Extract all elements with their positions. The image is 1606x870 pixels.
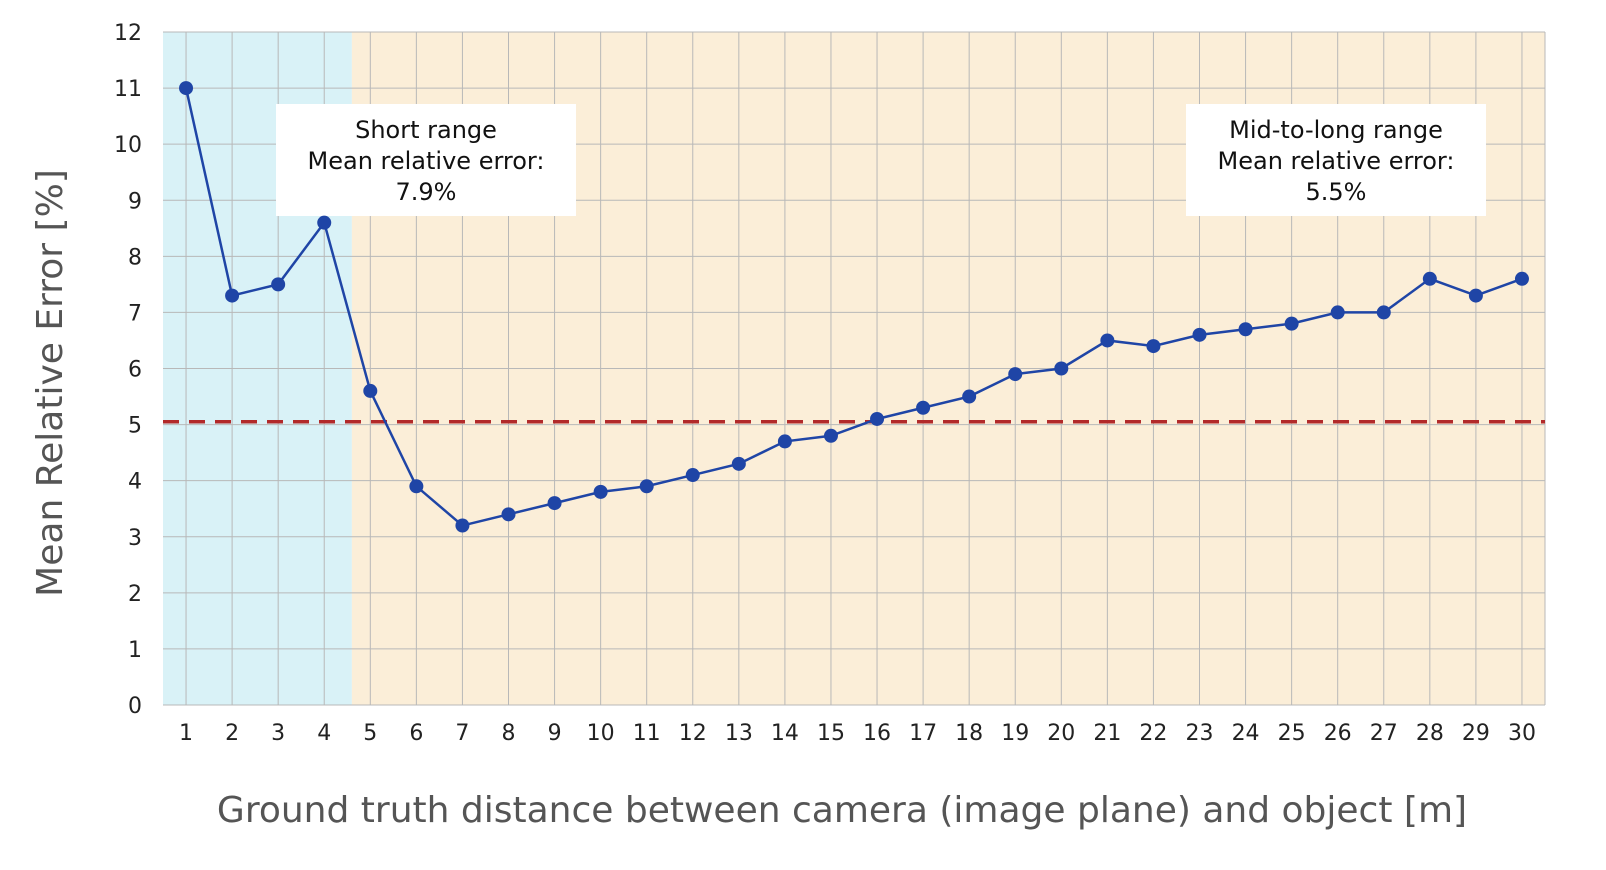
x-tick-label: 25	[1278, 721, 1306, 746]
series-line	[184, 87, 1523, 527]
y-tick-label: 4	[128, 470, 142, 495]
annotation-line: 7.9%	[396, 178, 457, 206]
y-tick-label: 0	[128, 694, 142, 719]
data-point	[547, 496, 562, 511]
y-tick-label: 11	[114, 77, 142, 102]
data-point	[962, 389, 977, 404]
x-tick-label: 14	[771, 721, 799, 746]
annotation-mid-long-range: Mid-to-long range Mean relative error: 5.5…	[1186, 104, 1486, 216]
data-point	[1238, 322, 1253, 337]
y-tick-label: 10	[114, 133, 142, 158]
y-tick-label: 1	[128, 638, 142, 663]
annotations: Short range Mean relative error: 7.9% Mid-t…	[276, 104, 1486, 216]
x-tick-label: 26	[1324, 721, 1352, 746]
x-tick-label: 8	[502, 721, 516, 746]
x-tick-label: 19	[1001, 721, 1029, 746]
data-point	[1376, 305, 1391, 320]
data-point	[1146, 339, 1161, 354]
x-tick-label: 7	[455, 721, 469, 746]
x-tick-label: 1	[179, 721, 193, 746]
x-tick-label: 4	[317, 721, 331, 746]
data-point	[455, 518, 470, 533]
data-point	[1100, 333, 1115, 348]
y-tick-label: 7	[128, 301, 142, 326]
x-tick-label: 12	[679, 721, 707, 746]
x-tick-label: 2	[225, 721, 239, 746]
data-point	[685, 468, 700, 483]
x-tick-label: 20	[1047, 721, 1075, 746]
data-point	[363, 383, 378, 398]
annotation-box	[276, 104, 576, 216]
data-point	[823, 428, 838, 443]
x-tick-label: 28	[1416, 721, 1444, 746]
x-tick-label: 18	[955, 721, 983, 746]
data-point	[777, 434, 792, 449]
x-tick-label: 23	[1186, 721, 1214, 746]
data-point	[225, 288, 240, 303]
x-tick-label: 9	[548, 721, 562, 746]
data-point	[639, 479, 654, 494]
data-point	[501, 507, 516, 522]
y-tick-label: 3	[128, 526, 142, 551]
x-tick-label: 24	[1232, 721, 1260, 746]
grid-lines	[163, 31, 1546, 706]
y-tick-label: 2	[128, 582, 142, 607]
annotation-box	[1186, 104, 1486, 216]
annotation-line: Short range	[355, 116, 497, 144]
x-tick-label: 3	[271, 721, 285, 746]
x-tick-label: 13	[725, 721, 753, 746]
data-point	[1468, 288, 1483, 303]
data-point	[409, 479, 424, 494]
data-point	[870, 411, 885, 426]
y-axis-title: Mean Relative Error [%]	[30, 169, 71, 597]
x-tick-label: 6	[409, 721, 423, 746]
x-tick-labels: 1 2 3 4 5 6 7 8 9 10 11 12 13 14 15 16 17 18 19 20 21 22 23 24 2…	[179, 721, 1536, 746]
data-point	[1514, 271, 1529, 286]
data-point	[731, 456, 746, 471]
y-tick-label: 6	[128, 358, 142, 383]
annotation-line: Mean relative error:	[308, 147, 545, 175]
x-tick-label: 10	[587, 721, 615, 746]
x-tick-label: 17	[909, 721, 937, 746]
data-point	[1284, 316, 1299, 331]
annotation-line: Mid-to-long range	[1229, 116, 1443, 144]
data-point	[179, 81, 194, 96]
annotation-line: Mean relative error:	[1218, 147, 1455, 175]
x-tick-label: 27	[1370, 721, 1398, 746]
data-point	[1422, 271, 1437, 286]
x-tick-label: 21	[1093, 721, 1121, 746]
annotation-short-range: Short range Mean relative error: 7.9%	[276, 104, 576, 216]
x-tick-label: 16	[863, 721, 891, 746]
data-point	[1330, 305, 1345, 320]
data-point	[1054, 361, 1069, 376]
y-tick-label: 9	[128, 189, 142, 214]
x-tick-label: 15	[817, 721, 845, 746]
series-group	[179, 81, 1529, 533]
data-point	[1008, 367, 1023, 382]
x-tick-label: 29	[1462, 721, 1490, 746]
y-tick-label: 8	[128, 245, 142, 270]
x-tick-label: 22	[1139, 721, 1167, 746]
data-point	[271, 277, 286, 292]
x-tick-label: 5	[363, 721, 377, 746]
x-tick-label: 11	[633, 721, 661, 746]
x-tick-label: 30	[1508, 721, 1536, 746]
data-point	[317, 215, 332, 230]
y-tick-label: 12	[114, 21, 142, 46]
data-point	[593, 484, 608, 499]
data-point	[1192, 327, 1207, 342]
data-point	[916, 400, 931, 415]
annotation-line: 5.5%	[1306, 178, 1367, 206]
x-axis-title: Ground truth distance between camera (im…	[217, 790, 1467, 831]
y-tick-label: 5	[128, 414, 142, 439]
